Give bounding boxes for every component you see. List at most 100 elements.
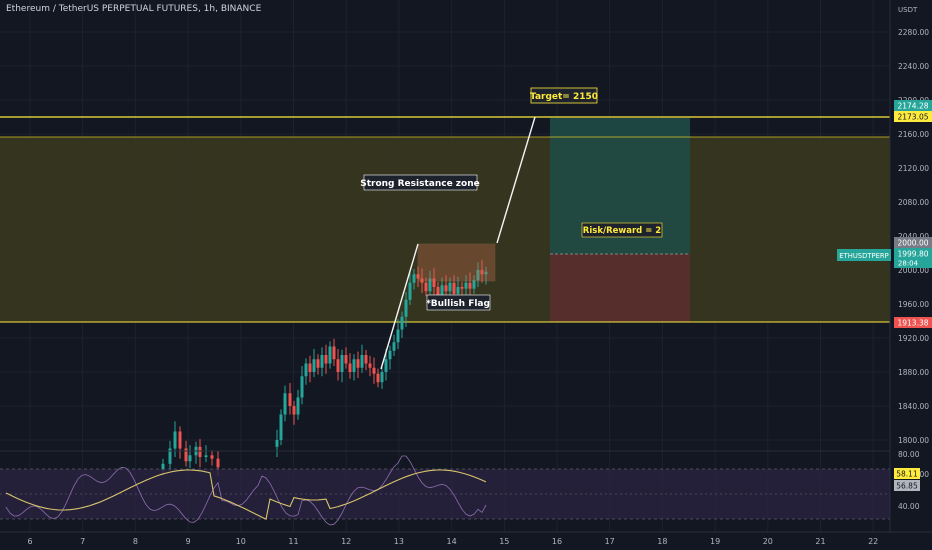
bullish-flag-box[interactable] — [417, 243, 496, 282]
candle-body — [296, 397, 300, 415]
candle-body — [484, 271, 488, 275]
svg-text:56.85: 56.85 — [896, 482, 918, 491]
rsi-ma-line[interactable] — [5, 469, 487, 520]
rsi-line[interactable] — [5, 455, 487, 526]
time-axis[interactable] — [0, 532, 890, 550]
time-tick-label: 18 — [657, 537, 667, 546]
candle-body — [188, 455, 192, 462]
candle-body — [412, 274, 416, 283]
candle-body — [468, 282, 472, 289]
svg-text:2174.28: 2174.28 — [897, 102, 928, 111]
osc-tick-label: 80.00 — [898, 450, 920, 459]
candle-body — [168, 448, 172, 464]
candle-body — [356, 359, 360, 368]
resistance-bottom-badge: 1913.38 — [894, 317, 932, 328]
svg-text:ETHUSDTPERP: ETHUSDTPERP — [839, 252, 888, 260]
time-tick-label: 12 — [341, 537, 351, 546]
candle-body — [288, 393, 292, 406]
candle-body — [464, 282, 468, 289]
candle-body — [388, 350, 392, 360]
candle-body — [444, 285, 448, 292]
target-label[interactable]: Target= 2150 — [530, 87, 598, 104]
bullish-flag-label[interactable]: *Bullish Flag — [426, 294, 491, 311]
candle-body — [352, 359, 356, 372]
bullish-flag-label-text: *Bullish Flag — [426, 299, 490, 309]
candle-body — [456, 287, 460, 294]
time-tick-label: 11 — [288, 537, 298, 546]
candle-body — [279, 414, 283, 440]
candle-body — [304, 363, 308, 377]
risk-reward-label-text: Risk/Reward = 2 — [583, 226, 661, 236]
candle-body — [368, 363, 372, 368]
currency-label: USDT — [898, 6, 918, 14]
candle-body — [472, 280, 476, 289]
price-tick-label: 2080.00 — [898, 198, 929, 207]
candle-body — [420, 278, 424, 283]
time-tick-label: 14 — [447, 537, 457, 546]
candle-body — [332, 346, 336, 360]
candle-body — [216, 458, 220, 468]
candle-body — [198, 446, 202, 457]
candle-body — [308, 363, 312, 372]
resistance-label-text: Strong Resistance zone — [360, 179, 480, 189]
candle-body — [292, 406, 296, 415]
time-tick-label: 7 — [80, 537, 85, 546]
candle-body — [173, 431, 177, 449]
candle-body — [300, 376, 304, 398]
svg-text:2173.05: 2173.05 — [897, 113, 928, 122]
target-line-badge: 2173.05 — [894, 111, 932, 122]
candle-body — [348, 363, 352, 372]
candle-body — [436, 287, 440, 296]
candle-body — [408, 282, 412, 300]
candle-body — [428, 278, 432, 292]
flagpole-line[interactable] — [380, 243, 419, 370]
candle-body — [283, 393, 287, 415]
candle-body — [344, 355, 348, 364]
resistance-zone — [0, 137, 890, 322]
candle-body — [376, 373, 380, 383]
candle-body — [210, 455, 214, 459]
svg-text:1999.80: 1999.80 — [897, 250, 928, 259]
candle-body — [416, 274, 420, 279]
price-tick-label: 2120.00 — [898, 164, 929, 173]
projection-line[interactable] — [496, 116, 536, 244]
candle-body — [328, 346, 332, 364]
osc-value-badge-2: 56.85 — [894, 480, 920, 491]
candle-body — [161, 463, 165, 471]
time-tick-label: 15 — [499, 537, 509, 546]
time-tick-label: 22 — [868, 537, 878, 546]
candle-body — [392, 342, 396, 351]
time-tick-label: 9 — [186, 537, 191, 546]
candle-body — [275, 440, 279, 447]
svg-text:1913.38: 1913.38 — [897, 319, 928, 328]
time-tick-label: 20 — [763, 537, 773, 546]
time-tick-label: 10 — [236, 537, 246, 546]
time-tick-label: 13 — [394, 537, 404, 546]
price-tick-label: 2240.00 — [898, 62, 929, 71]
symbol-badge[interactable]: ETHUSDTPERP — [837, 249, 891, 261]
osc-value-badge-1: 58.11 — [894, 468, 920, 479]
loss-zone[interactable] — [550, 254, 690, 322]
resistance-label[interactable]: Strong Resistance zone — [360, 174, 480, 191]
time-ticks: 6 7 8 9 10 11 12 13 14 15 16 17 18 19 20 21 22 — [27, 537, 878, 546]
risk-reward-label[interactable]: Risk/Reward = 2 — [581, 222, 663, 238]
price-tick-label: 2000.00 — [898, 266, 929, 275]
last-price-badge: 1999.80 28:04 — [894, 248, 932, 268]
price-tick-label: 1880.00 — [898, 368, 929, 377]
candle-body — [184, 448, 188, 462]
candle-body — [380, 372, 384, 383]
candle-body — [452, 282, 456, 294]
chart-title[interactable]: Ethereum / TetherUS PERPETUAL FUTURES, 1… — [6, 4, 262, 14]
osc-tick-label: 40.00 — [898, 502, 920, 511]
candle-body — [396, 329, 400, 343]
candle-body — [336, 359, 340, 372]
time-tick-label: 17 — [605, 537, 615, 546]
target-top-badge: 2174.28 — [894, 100, 932, 111]
candle-body — [312, 359, 316, 372]
target-label-text: Target= 2150 — [530, 92, 598, 102]
candle-body — [360, 355, 364, 368]
price-tick-label: 2040.00 — [898, 232, 929, 241]
candle-body — [460, 287, 464, 289]
candle-body — [364, 355, 368, 364]
